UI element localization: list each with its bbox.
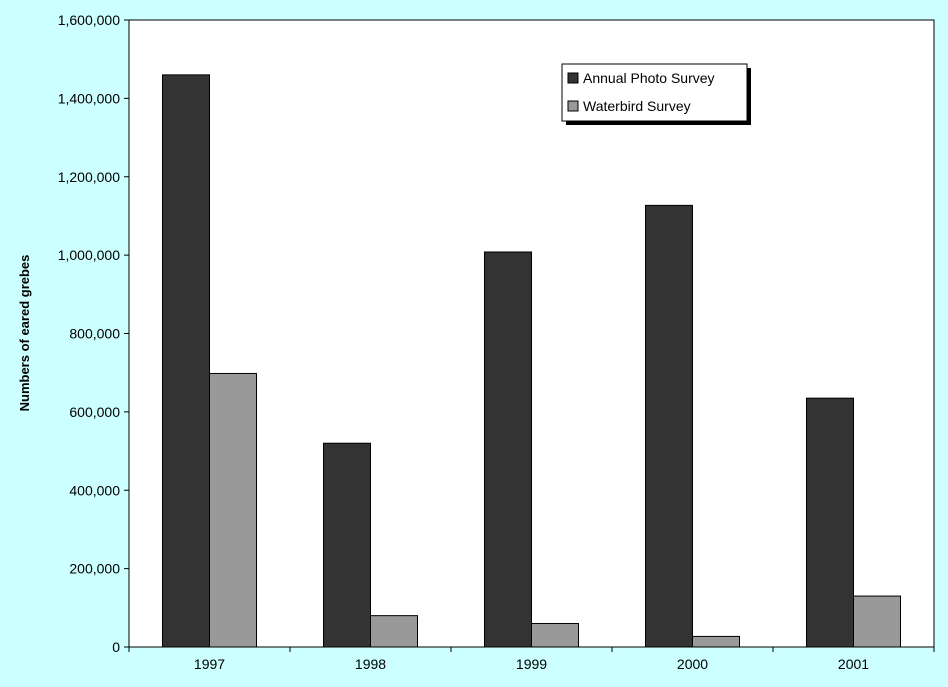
y-tick-label: 400,000 <box>69 482 120 498</box>
bar-waterbird-survey-2000 <box>692 635 740 648</box>
x-tick-label: 1997 <box>194 656 225 672</box>
y-tick-label: 600,000 <box>69 404 120 420</box>
legend-swatch-annual-photo-survey <box>567 72 579 84</box>
y-tick-label: 1,400,000 <box>58 90 120 106</box>
bar-waterbird-survey-1999 <box>531 622 579 648</box>
y-tick-label: 200,000 <box>69 561 120 577</box>
bar-annual-photo-survey-1999 <box>484 251 532 648</box>
bar-waterbird-survey-1998 <box>370 615 418 648</box>
legend-label-waterbird-survey: Waterbird Survey <box>583 98 691 114</box>
x-axis: 1997 1998 1999 2000 2001 <box>128 647 935 672</box>
bar-waterbird-survey-2001 <box>853 595 901 648</box>
y-tick-label: 0 <box>112 639 120 655</box>
legend-box <box>561 63 748 122</box>
x-tick-label: 1998 <box>355 656 386 672</box>
bar-annual-photo-survey-1998 <box>323 442 371 648</box>
y-tick-label: 1,200,000 <box>58 169 120 185</box>
y-axis: 0 200,000 400,000 600,000 800,000 1,000,000 1,… <box>58 12 129 655</box>
bar-annual-photo-survey-1997 <box>162 74 210 648</box>
bars-group <box>162 74 901 648</box>
bar-annual-photo-survey-2001 <box>806 397 854 648</box>
x-tick-label: 1999 <box>516 656 547 672</box>
legend-label-annual-photo-survey: Annual Photo Survey <box>583 70 715 86</box>
y-tick-label: 800,000 <box>69 326 120 342</box>
bar-waterbird-survey-1997 <box>209 372 257 648</box>
legend: Annual Photo Survey Waterbird Survey <box>561 63 751 125</box>
y-axis-label: Numbers of eared grebes <box>17 255 32 412</box>
legend-swatch-waterbird-survey <box>567 100 579 112</box>
x-tick-label: 2001 <box>838 656 869 672</box>
bar-annual-photo-survey-2000 <box>645 204 693 648</box>
y-tick-label: 1,000,000 <box>58 247 120 263</box>
y-tick-label: 1,600,000 <box>58 12 120 28</box>
x-tick-label: 2000 <box>677 656 708 672</box>
